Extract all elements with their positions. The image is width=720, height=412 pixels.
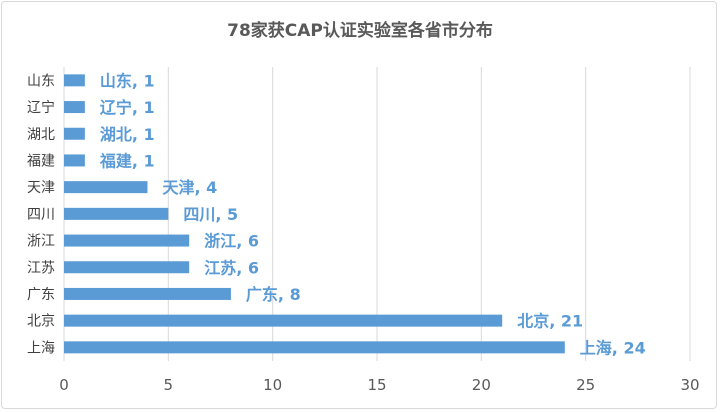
data-label: 辽宁, 1 (100, 98, 155, 117)
x-tick-label: 15 (367, 376, 386, 394)
x-tick-label: 5 (164, 376, 174, 394)
category-label: 山东 (27, 73, 55, 89)
bar (64, 234, 190, 247)
bars (64, 74, 565, 354)
category-label: 广东 (27, 287, 55, 303)
category-label: 辽宁 (27, 99, 55, 116)
category-label: 上海 (27, 340, 55, 356)
x-tick-label: 25 (576, 376, 595, 394)
bar (64, 341, 565, 354)
chart-title: 78家获CAP认证实验室各省市分布 (227, 21, 493, 41)
category-label: 浙江 (27, 234, 55, 250)
data-label: 浙江, 6 (204, 232, 259, 251)
category-label: 北京 (27, 314, 55, 330)
x-tick-label: 20 (472, 376, 491, 394)
x-tick-label: 0 (59, 376, 69, 394)
data-label: 山东, 1 (100, 71, 155, 90)
bar (64, 127, 85, 140)
category-label: 湖北 (27, 127, 55, 143)
data-label: 天津, 4 (162, 178, 217, 197)
category-label: 江苏 (27, 260, 55, 276)
bar (64, 261, 190, 274)
data-label: 广东, 8 (246, 285, 301, 304)
bar (64, 287, 231, 300)
x-tick-label: 10 (263, 376, 282, 394)
bar (64, 314, 503, 327)
data-label: 湖北, 1 (100, 125, 155, 144)
category-label: 福建 (27, 153, 55, 169)
data-label: 四川, 5 (183, 205, 238, 224)
category-label: 四川 (27, 207, 55, 223)
bar (64, 101, 85, 114)
bar (64, 181, 148, 194)
bar (64, 207, 169, 220)
x-tick-label: 30 (680, 376, 699, 394)
bar (64, 74, 85, 87)
x-tick-labels: 0 5 10 15 20 25 30 (59, 376, 699, 394)
category-label: 天津 (27, 180, 55, 196)
bar (64, 154, 85, 167)
data-label: 上海, 24 (580, 338, 646, 357)
data-labels: 山东, 1 辽宁, 1 湖北, 1 福建, 1 天津, 4 四川, 5 浙江, 6 江苏, 6… (99, 71, 646, 357)
data-label: 福建, 1 (99, 151, 155, 170)
data-label: 北京, 21 (517, 312, 583, 331)
gridlines (63, 67, 691, 361)
data-label: 江苏, 6 (204, 258, 259, 277)
